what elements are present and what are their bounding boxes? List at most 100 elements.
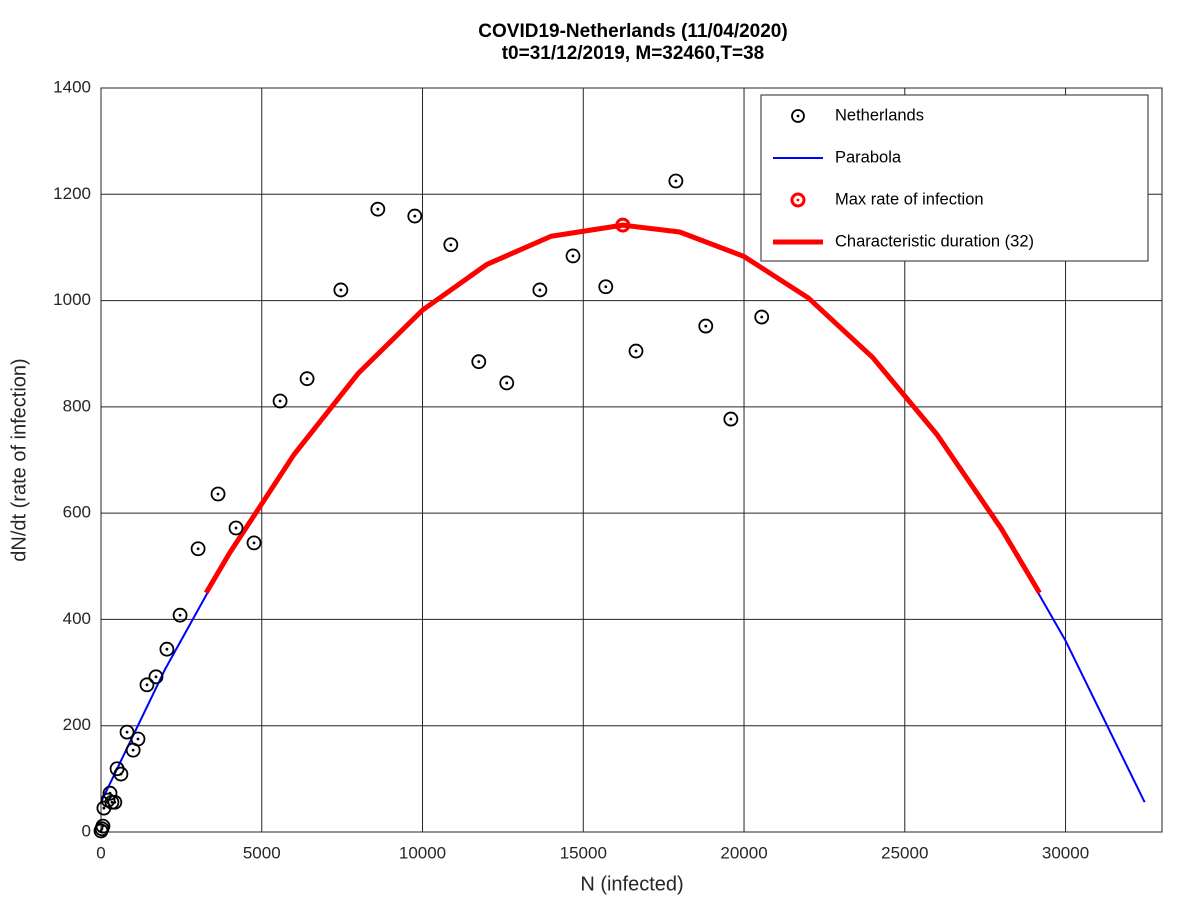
point-dot bbox=[119, 772, 123, 776]
point-dot bbox=[234, 526, 238, 530]
point-ring bbox=[246, 535, 262, 551]
point-ring bbox=[272, 393, 288, 409]
point bbox=[113, 766, 129, 782]
point-dot bbox=[729, 417, 733, 421]
point-dot bbox=[145, 683, 149, 687]
point bbox=[370, 201, 386, 217]
chart-subtitle: t0=31/12/2019, M=32460,T=38 bbox=[502, 43, 765, 64]
y-tick-label: 0 bbox=[82, 821, 91, 840]
point bbox=[228, 520, 244, 536]
legend-label: Parabola bbox=[835, 148, 902, 166]
point bbox=[272, 393, 288, 409]
point-dot bbox=[339, 288, 343, 292]
point bbox=[172, 607, 188, 623]
point-dot bbox=[102, 806, 106, 810]
legend-label: Max rate of infection bbox=[835, 190, 984, 208]
point-dot bbox=[674, 179, 678, 183]
point-dot bbox=[571, 254, 575, 258]
point bbox=[723, 411, 739, 427]
point bbox=[119, 724, 135, 740]
x-tick-label: 25000 bbox=[881, 843, 928, 862]
point bbox=[210, 486, 226, 502]
point-dot bbox=[477, 360, 481, 364]
point-ring bbox=[119, 724, 135, 740]
point bbox=[102, 785, 118, 801]
point-dot bbox=[252, 541, 256, 545]
point-ring bbox=[532, 282, 548, 298]
point bbox=[532, 282, 548, 298]
point-ring bbox=[499, 375, 515, 391]
point-ring bbox=[723, 411, 739, 427]
point-dot bbox=[634, 349, 638, 353]
x-tick-label: 20000 bbox=[720, 843, 767, 862]
point-dot bbox=[196, 547, 200, 551]
point-ring bbox=[102, 785, 118, 801]
point-dot bbox=[131, 748, 135, 752]
point-dot bbox=[376, 207, 380, 211]
point-dot bbox=[100, 827, 104, 831]
point-dot bbox=[621, 223, 625, 227]
chart-title: COVID19-Netherlands (11/04/2020) bbox=[478, 21, 787, 42]
point-ring bbox=[130, 731, 146, 747]
point-dot bbox=[538, 288, 542, 292]
legend-swatch-ring bbox=[790, 192, 806, 208]
point-ring bbox=[407, 208, 423, 224]
point-ring bbox=[139, 677, 155, 693]
point bbox=[333, 282, 349, 298]
point bbox=[130, 731, 146, 747]
point-ring bbox=[107, 794, 123, 810]
legend-swatch-dot bbox=[796, 114, 800, 118]
point-dot bbox=[125, 730, 129, 734]
point bbox=[159, 641, 175, 657]
point bbox=[107, 794, 123, 810]
x-axis-label: N (infected) bbox=[580, 873, 683, 895]
point bbox=[499, 375, 515, 391]
point bbox=[471, 354, 487, 370]
point-ring bbox=[698, 318, 714, 334]
point-ring bbox=[148, 669, 164, 685]
point-dot bbox=[216, 492, 220, 496]
point-dot bbox=[178, 613, 182, 617]
x-tick-label: 0 bbox=[96, 843, 105, 862]
point bbox=[246, 535, 262, 551]
point-ring bbox=[113, 766, 129, 782]
y-axis-label: dN/dt (rate of infection) bbox=[8, 358, 30, 561]
legend-box bbox=[760, 94, 1149, 262]
point bbox=[754, 309, 770, 325]
point-dot bbox=[305, 377, 309, 381]
point-dot bbox=[101, 824, 105, 828]
legend-label: Netherlands bbox=[835, 106, 924, 124]
point-ring bbox=[190, 541, 206, 557]
legend-swatch bbox=[791, 109, 805, 123]
point-dot bbox=[110, 800, 114, 804]
point bbox=[407, 208, 423, 224]
legend-swatch-dot bbox=[796, 198, 800, 202]
point-ring bbox=[443, 237, 459, 253]
point-ring bbox=[210, 486, 226, 502]
y-tick-label: 400 bbox=[63, 609, 91, 628]
y-tick-label: 600 bbox=[63, 503, 91, 522]
point-ring bbox=[565, 248, 581, 264]
legend-swatch bbox=[790, 192, 806, 208]
point bbox=[598, 279, 614, 295]
point bbox=[139, 677, 155, 693]
y-tick-label: 1200 bbox=[53, 184, 91, 203]
point-ring bbox=[172, 607, 188, 623]
point-dot bbox=[278, 399, 282, 403]
point-ring bbox=[95, 818, 111, 834]
point-ring bbox=[228, 520, 244, 536]
point-dot bbox=[413, 214, 417, 218]
point bbox=[190, 541, 206, 557]
point-dot bbox=[108, 791, 112, 795]
point-ring bbox=[299, 371, 315, 387]
point bbox=[148, 669, 164, 685]
point bbox=[565, 248, 581, 264]
legend-label: Characteristic duration (32) bbox=[835, 232, 1034, 250]
y-tick-label: 800 bbox=[63, 396, 91, 415]
point-ring bbox=[471, 354, 487, 370]
point bbox=[443, 237, 459, 253]
point-dot bbox=[165, 647, 169, 651]
point-dot bbox=[505, 381, 509, 385]
point-dot bbox=[704, 324, 708, 328]
